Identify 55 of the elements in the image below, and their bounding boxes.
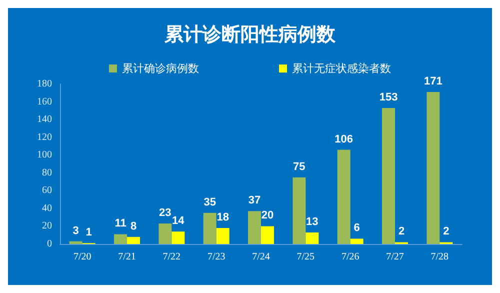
bar (337, 150, 350, 244)
bar (261, 226, 274, 244)
x-tick-label: 7/26 (341, 252, 360, 262)
bar (127, 236, 140, 244)
data-label: 171 (424, 76, 442, 88)
bar (216, 228, 230, 244)
bar (292, 177, 306, 244)
x-tick-label: 7/25 (296, 252, 315, 262)
data-label: 13 (306, 216, 318, 228)
bar (382, 108, 395, 244)
data-label: 14 (172, 215, 186, 228)
data-label: 8 (130, 220, 137, 232)
data-label: 35 (204, 196, 216, 208)
x-tick-label: 7/22 (162, 252, 181, 262)
bar (248, 211, 261, 244)
legend-label: 累计无症状感染者数 (292, 62, 391, 75)
bar (306, 232, 319, 244)
data-label: 37 (248, 194, 261, 207)
data-label: 75 (293, 160, 306, 173)
bar (158, 224, 172, 244)
chart-title: 累计诊断阳性病例数 (164, 24, 336, 46)
data-label: 11 (114, 218, 126, 230)
legend-label: 累计确诊病例数 (122, 62, 199, 75)
x-tick-label: 7/24 (252, 252, 270, 262)
y-tick-label: 20 (42, 220, 52, 232)
data-label: 1 (86, 226, 92, 239)
x-tick-label: 7/28 (430, 252, 449, 262)
y-tick-label: 140 (37, 114, 52, 126)
x-tick-label: 7/27 (386, 252, 404, 262)
y-tick-label: 100 (37, 150, 52, 161)
bar (69, 241, 82, 244)
data-label: 23 (159, 207, 172, 220)
data-label: 6 (354, 222, 360, 234)
x-tick-label: 7/21 (118, 252, 136, 262)
data-label: 2 (443, 226, 450, 238)
bar (350, 238, 364, 244)
data-label: 2 (398, 226, 405, 238)
data-label: 106 (334, 133, 354, 146)
y-tick-label: 40 (42, 202, 52, 214)
bar (203, 212, 216, 244)
x-tick-label: 7/20 (73, 252, 92, 262)
data-label: 18 (216, 212, 229, 224)
bar (114, 234, 127, 244)
data-label: 153 (379, 92, 398, 104)
y-tick-label: 180 (37, 78, 52, 90)
data-label: 20 (261, 210, 274, 222)
y-tick-label: 60 (42, 185, 52, 196)
y-tick-label: 120 (37, 132, 52, 143)
bar (172, 232, 185, 244)
y-tick-label: 0 (47, 238, 52, 250)
bar (426, 92, 440, 244)
data-label: 3 (72, 224, 79, 237)
y-tick-label: 160 (37, 96, 52, 108)
y-tick-label: 80 (42, 167, 52, 178)
x-tick-label: 7/23 (207, 252, 226, 262)
